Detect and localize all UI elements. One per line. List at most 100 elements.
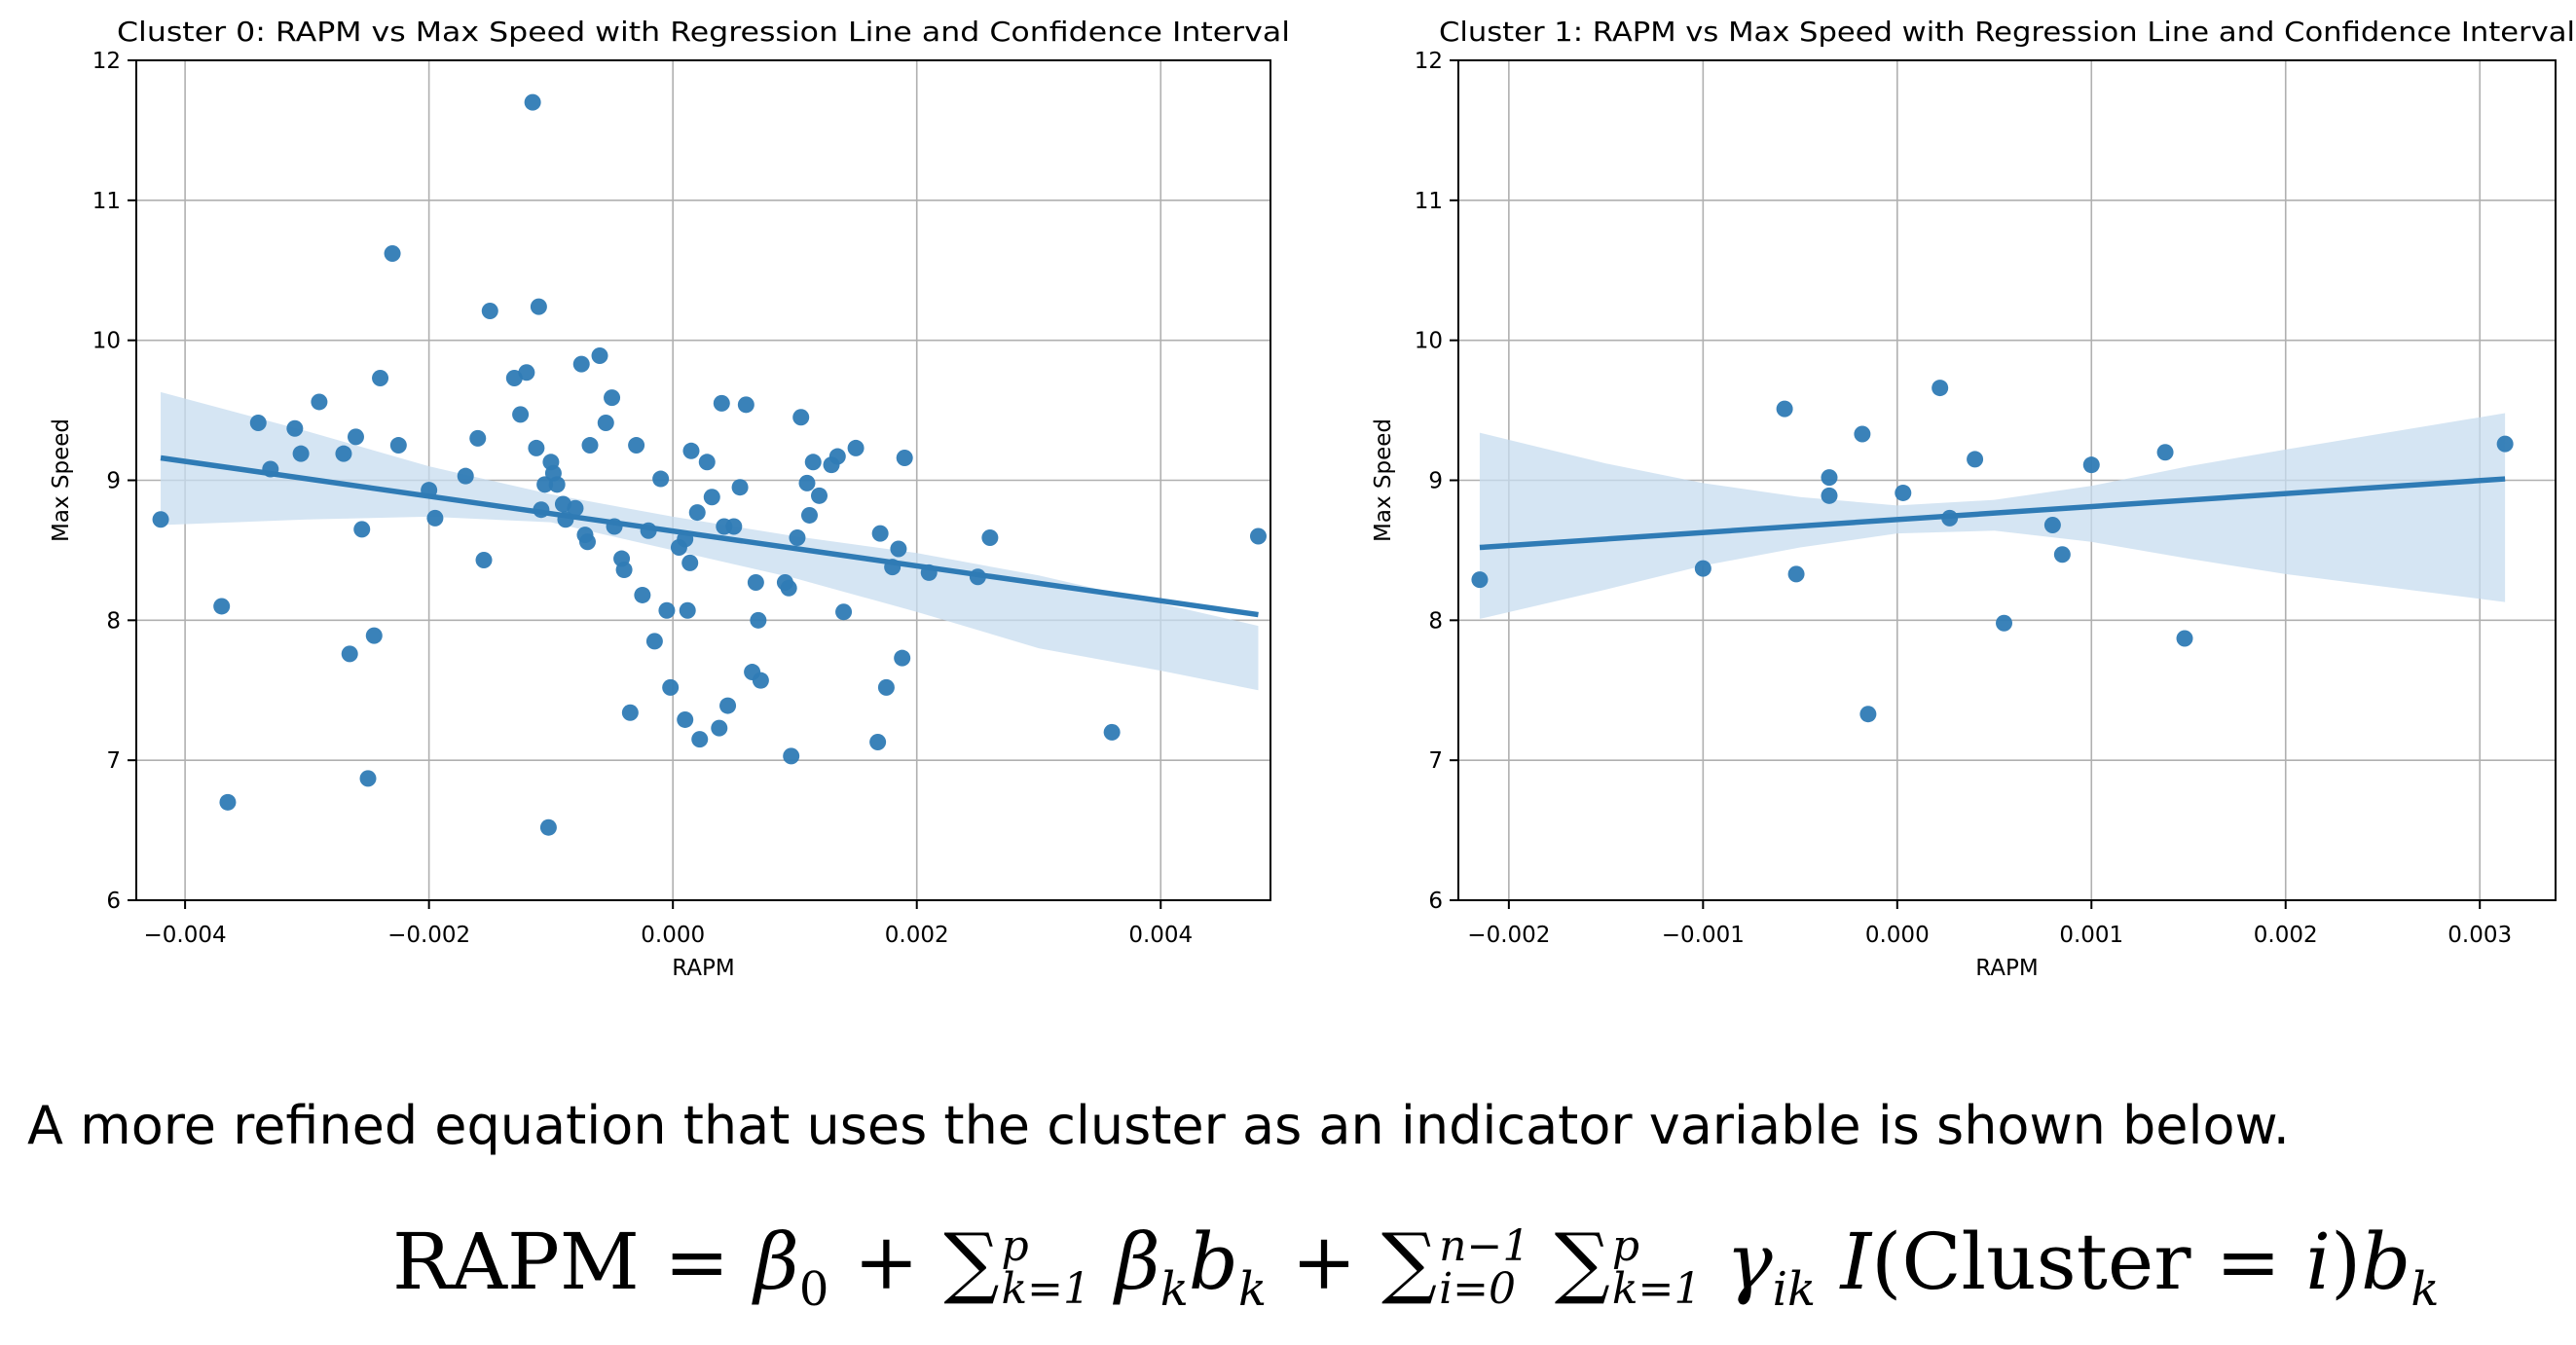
eq-gamma-ik: γik: [1725, 1217, 1817, 1317]
data-point: [249, 415, 267, 432]
eq-sum-3: ∑ p k=1: [1554, 1217, 1702, 1314]
data-point: [1471, 571, 1489, 589]
data-point: [524, 93, 541, 111]
data-point: [335, 445, 352, 462]
data-point: [1103, 723, 1121, 741]
y-tick-label: 6: [106, 889, 121, 914]
data-point: [871, 525, 889, 542]
data-point: [677, 710, 694, 728]
data-point: [426, 509, 444, 527]
x-tick-label: −0.002: [1467, 923, 1550, 948]
x-tick-label: −0.001: [1662, 923, 1745, 948]
data-point: [604, 389, 621, 407]
confidence-band: [161, 391, 1259, 691]
x-axis-label: RAPM: [1975, 956, 2039, 981]
data-point: [2176, 630, 2193, 647]
y-tick-label: 12: [92, 49, 121, 74]
eq-indicator: I: [1840, 1217, 1872, 1307]
regression-line: [160, 454, 1259, 618]
data-point: [780, 579, 797, 597]
data-point: [581, 437, 599, 454]
eq-i: i: [2305, 1217, 2331, 1307]
data-point: [1821, 469, 1838, 487]
data-point: [539, 818, 557, 836]
data-point: [481, 302, 498, 319]
x-tick-label: 0.002: [885, 923, 949, 948]
data-point: [890, 540, 907, 558]
data-point: [750, 611, 767, 629]
y-tick-label: 10: [1415, 329, 1443, 354]
data-point: [578, 533, 596, 551]
y-tick-label: 7: [1428, 748, 1443, 774]
eq-equals: =: [664, 1217, 730, 1307]
data-point: [1859, 706, 1877, 723]
eq-plus-2: +: [1291, 1217, 1357, 1307]
x-tick-label: −0.002: [387, 923, 470, 948]
data-point: [615, 562, 633, 579]
data-point: [679, 601, 696, 619]
data-point: [469, 429, 487, 447]
y-tick-label: 11: [1415, 189, 1443, 214]
data-point: [713, 394, 730, 412]
eq-paren-close: ): [2330, 1217, 2362, 1307]
data-point: [347, 428, 364, 446]
data-point: [365, 627, 383, 644]
data-point: [1787, 565, 1805, 583]
data-point: [662, 678, 680, 696]
y-ticks: 6 7 8 9 10 11 12: [92, 49, 136, 914]
confidence-band: [1479, 413, 2506, 619]
eq-sum-1: ∑ p k=1: [943, 1217, 1090, 1314]
x-axis-label: RAPM: [672, 956, 735, 981]
eq-lhs: RAPM: [392, 1217, 640, 1307]
y-tick-label: 9: [106, 469, 121, 494]
data-point: [2156, 444, 2174, 461]
data-point: [981, 528, 999, 546]
data-point: [597, 415, 614, 432]
data-point: [621, 704, 639, 721]
data-point: [877, 678, 895, 696]
y-axis-label: Max Speed: [49, 418, 74, 542]
y-ticks: 6 7 8 9 10 11 12: [1415, 49, 1458, 914]
x-tick-label: 0.000: [641, 923, 705, 948]
data-point: [789, 528, 806, 546]
data-point: [475, 551, 493, 568]
data-point: [1996, 614, 2013, 632]
eq-paren-open: (: [1871, 1217, 1902, 1307]
y-tick-label: 8: [106, 608, 121, 634]
data-point: [530, 298, 547, 315]
data-point: [719, 697, 737, 714]
data-point: [353, 521, 371, 538]
data-point: [652, 470, 670, 488]
data-point: [725, 518, 743, 535]
x-tick-label: 0.003: [2447, 923, 2512, 948]
x-ticks: −0.004 −0.002 0.000 0.002 0.004: [144, 900, 1193, 948]
data-point: [847, 439, 865, 456]
data-point: [372, 370, 389, 387]
data-point: [747, 573, 764, 591]
data-point: [2082, 456, 2100, 474]
eq-beta-k-b-k: βkbk: [1115, 1217, 1268, 1317]
data-point: [894, 649, 911, 667]
y-tick-label: 9: [1428, 469, 1443, 494]
data-point: [703, 489, 720, 506]
data-point: [2496, 435, 2514, 453]
data-point: [359, 770, 377, 787]
data-point: [536, 476, 554, 493]
chart-cluster-0: −0.004 −0.002 0.000 0.002 0.004 6 7 8 9 10 11 12 RAP…: [49, 16, 1288, 981]
data-point: [792, 409, 810, 426]
y-tick-label: 10: [92, 329, 121, 354]
data-point: [698, 454, 716, 471]
data-point: [384, 244, 401, 262]
data-point: [645, 633, 663, 650]
data-point: [292, 445, 310, 462]
data-point: [389, 437, 407, 454]
data-point: [1249, 527, 1267, 545]
data-point: [1821, 487, 1838, 504]
data-point: [152, 511, 169, 528]
data-point: [752, 672, 769, 689]
y-tick-label: 11: [92, 189, 121, 214]
eq-sum-2: ∑ n−1 i=0: [1381, 1217, 1530, 1314]
data-point: [800, 506, 818, 524]
eq-plus-1: +: [853, 1217, 919, 1307]
data-point: [737, 396, 754, 414]
